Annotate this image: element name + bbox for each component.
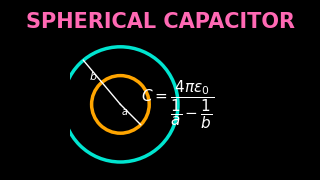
Text: SPHERICAL CAPACITOR: SPHERICAL CAPACITOR	[26, 12, 294, 32]
Text: b: b	[90, 72, 97, 82]
Text: a: a	[122, 107, 128, 117]
Text: $C = \dfrac{4\pi\epsilon_0}{\dfrac{1}{a} - \dfrac{1}{b}}$: $C = \dfrac{4\pi\epsilon_0}{\dfrac{1}{a}…	[141, 78, 215, 130]
